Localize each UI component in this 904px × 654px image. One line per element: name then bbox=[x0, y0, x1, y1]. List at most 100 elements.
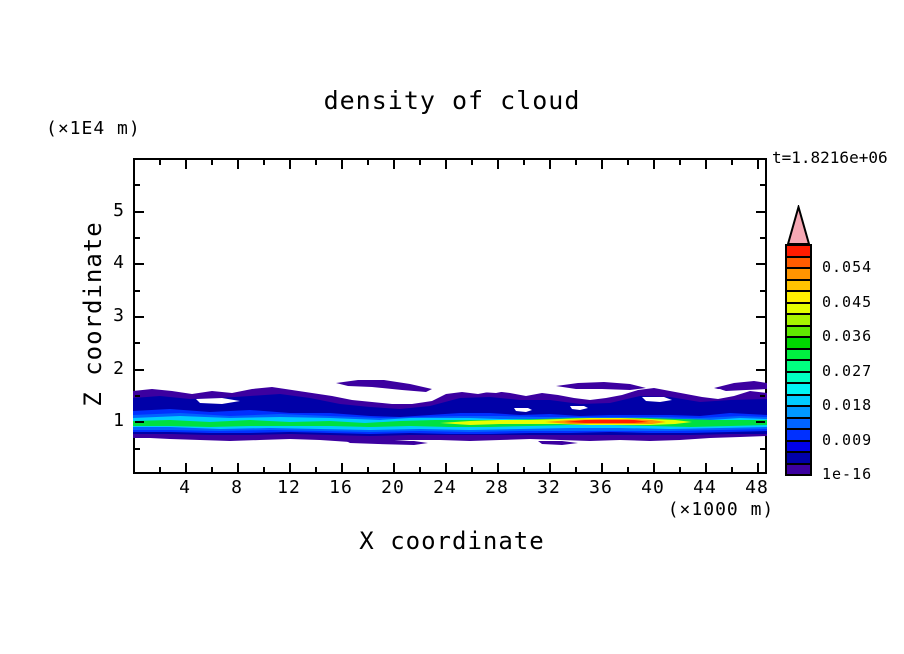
axis-tick bbox=[135, 316, 144, 318]
contour-band-purple-blob-bottom-1 bbox=[344, 440, 428, 445]
axis-tick bbox=[393, 463, 395, 472]
x-axis-unit-label: (×1000 m) bbox=[667, 499, 775, 520]
axis-tick bbox=[289, 160, 291, 169]
axis-tick bbox=[497, 160, 499, 169]
x-tick-label: 44 bbox=[693, 477, 717, 498]
axis-tick bbox=[393, 160, 395, 169]
axis-tick bbox=[135, 447, 140, 450]
colorbar-tick-label: 0.045 bbox=[822, 292, 873, 311]
axis-tick bbox=[289, 463, 291, 472]
contour-band-hole-3 bbox=[514, 408, 532, 412]
axis-tick bbox=[760, 184, 765, 187]
axis-tick bbox=[601, 160, 603, 169]
colorbar-overflow-arrow bbox=[786, 205, 811, 245]
x-tick-label: 40 bbox=[641, 477, 665, 498]
axis-tick bbox=[760, 237, 765, 239]
x-tick-label: 24 bbox=[433, 477, 457, 498]
axis-tick bbox=[627, 160, 629, 165]
colorbar-tick-label: 0.018 bbox=[822, 396, 873, 414]
axis-tick bbox=[237, 463, 239, 472]
x-tick-label: 48 bbox=[745, 477, 769, 498]
axis-tick bbox=[601, 463, 603, 472]
axis-tick bbox=[211, 467, 213, 472]
z-axis-label: Z coordinate bbox=[79, 221, 107, 407]
axis-tick bbox=[575, 160, 577, 165]
axis-tick bbox=[445, 463, 447, 472]
x-tick-label: 16 bbox=[329, 477, 353, 498]
axis-tick bbox=[159, 467, 161, 472]
contour-band-hole-5 bbox=[698, 389, 728, 394]
z-tick-label: 4 bbox=[113, 252, 124, 274]
axis-tick bbox=[211, 160, 213, 165]
axis-tick bbox=[627, 467, 629, 472]
axis-tick bbox=[159, 160, 161, 165]
axis-tick bbox=[135, 421, 144, 424]
axis-tick bbox=[135, 368, 144, 371]
axis-tick bbox=[756, 263, 765, 266]
axis-tick bbox=[471, 160, 473, 165]
x-tick-label: 8 bbox=[231, 477, 243, 498]
axis-tick bbox=[135, 263, 144, 266]
colorbar-tick-label: 1e-16 bbox=[822, 465, 873, 483]
axis-tick bbox=[757, 463, 759, 472]
contour-band-hole-1 bbox=[196, 398, 240, 404]
x-tick-label: 36 bbox=[589, 477, 613, 498]
axis-tick bbox=[679, 160, 681, 165]
axis-tick bbox=[756, 421, 765, 424]
axis-tick bbox=[135, 395, 140, 397]
axis-tick bbox=[523, 467, 525, 472]
axis-tick bbox=[705, 160, 707, 169]
axis-tick bbox=[471, 467, 473, 472]
axis-tick bbox=[315, 467, 317, 472]
axis-tick bbox=[756, 368, 765, 371]
colorbar-tick-label: 0.036 bbox=[822, 327, 873, 345]
axis-tick bbox=[756, 316, 765, 318]
axis-tick bbox=[135, 237, 140, 239]
axis-tick bbox=[185, 463, 187, 472]
chart-title: density of cloud bbox=[323, 86, 581, 115]
axis-tick bbox=[263, 160, 265, 165]
axis-tick bbox=[756, 210, 765, 213]
contour-band-red bbox=[564, 420, 649, 423]
x-tick-label: 4 bbox=[179, 477, 191, 498]
axis-tick bbox=[341, 463, 343, 472]
contour-band-hole-2 bbox=[478, 388, 506, 393]
axis-tick bbox=[315, 160, 317, 165]
axis-tick bbox=[445, 160, 447, 169]
axis-tick bbox=[135, 210, 144, 213]
contour-band-purple-streak-c bbox=[714, 381, 767, 391]
axis-tick bbox=[135, 289, 140, 292]
axis-tick bbox=[760, 395, 765, 397]
axis-tick bbox=[679, 467, 681, 472]
colorbar-tick-label: 0.009 bbox=[822, 430, 873, 449]
axis-tick bbox=[575, 467, 577, 472]
x-tick-label: 12 bbox=[277, 477, 301, 498]
z-tick-label: 3 bbox=[113, 305, 124, 326]
contour-band-hole-4 bbox=[642, 397, 672, 402]
axis-tick bbox=[185, 160, 187, 169]
colorbar-cell bbox=[785, 462, 812, 476]
axis-tick bbox=[731, 160, 733, 165]
x-tick-label: 32 bbox=[537, 477, 561, 498]
axis-tick bbox=[367, 467, 369, 472]
axis-tick bbox=[760, 447, 765, 450]
contour-band-hole-6 bbox=[570, 406, 588, 410]
colorbar bbox=[785, 244, 812, 476]
axis-tick bbox=[731, 467, 733, 472]
axis-tick bbox=[705, 463, 707, 472]
axis-tick bbox=[653, 160, 655, 169]
plot-frame bbox=[133, 158, 767, 474]
contour-band-purple-streak-a bbox=[336, 380, 432, 392]
contour-band-purple-blob-bottom-2 bbox=[538, 441, 578, 445]
axis-tick bbox=[263, 467, 265, 472]
z-tick-label: 5 bbox=[113, 199, 124, 221]
axis-tick bbox=[497, 463, 499, 472]
axis-tick bbox=[760, 289, 765, 292]
axis-tick bbox=[760, 342, 765, 345]
colorbar-tick-label: 0.027 bbox=[822, 361, 873, 380]
contour-field bbox=[133, 380, 767, 445]
axis-tick bbox=[523, 160, 525, 165]
z-axis-unit-label: (×1E4 m) bbox=[46, 118, 141, 139]
axis-tick bbox=[757, 160, 759, 169]
